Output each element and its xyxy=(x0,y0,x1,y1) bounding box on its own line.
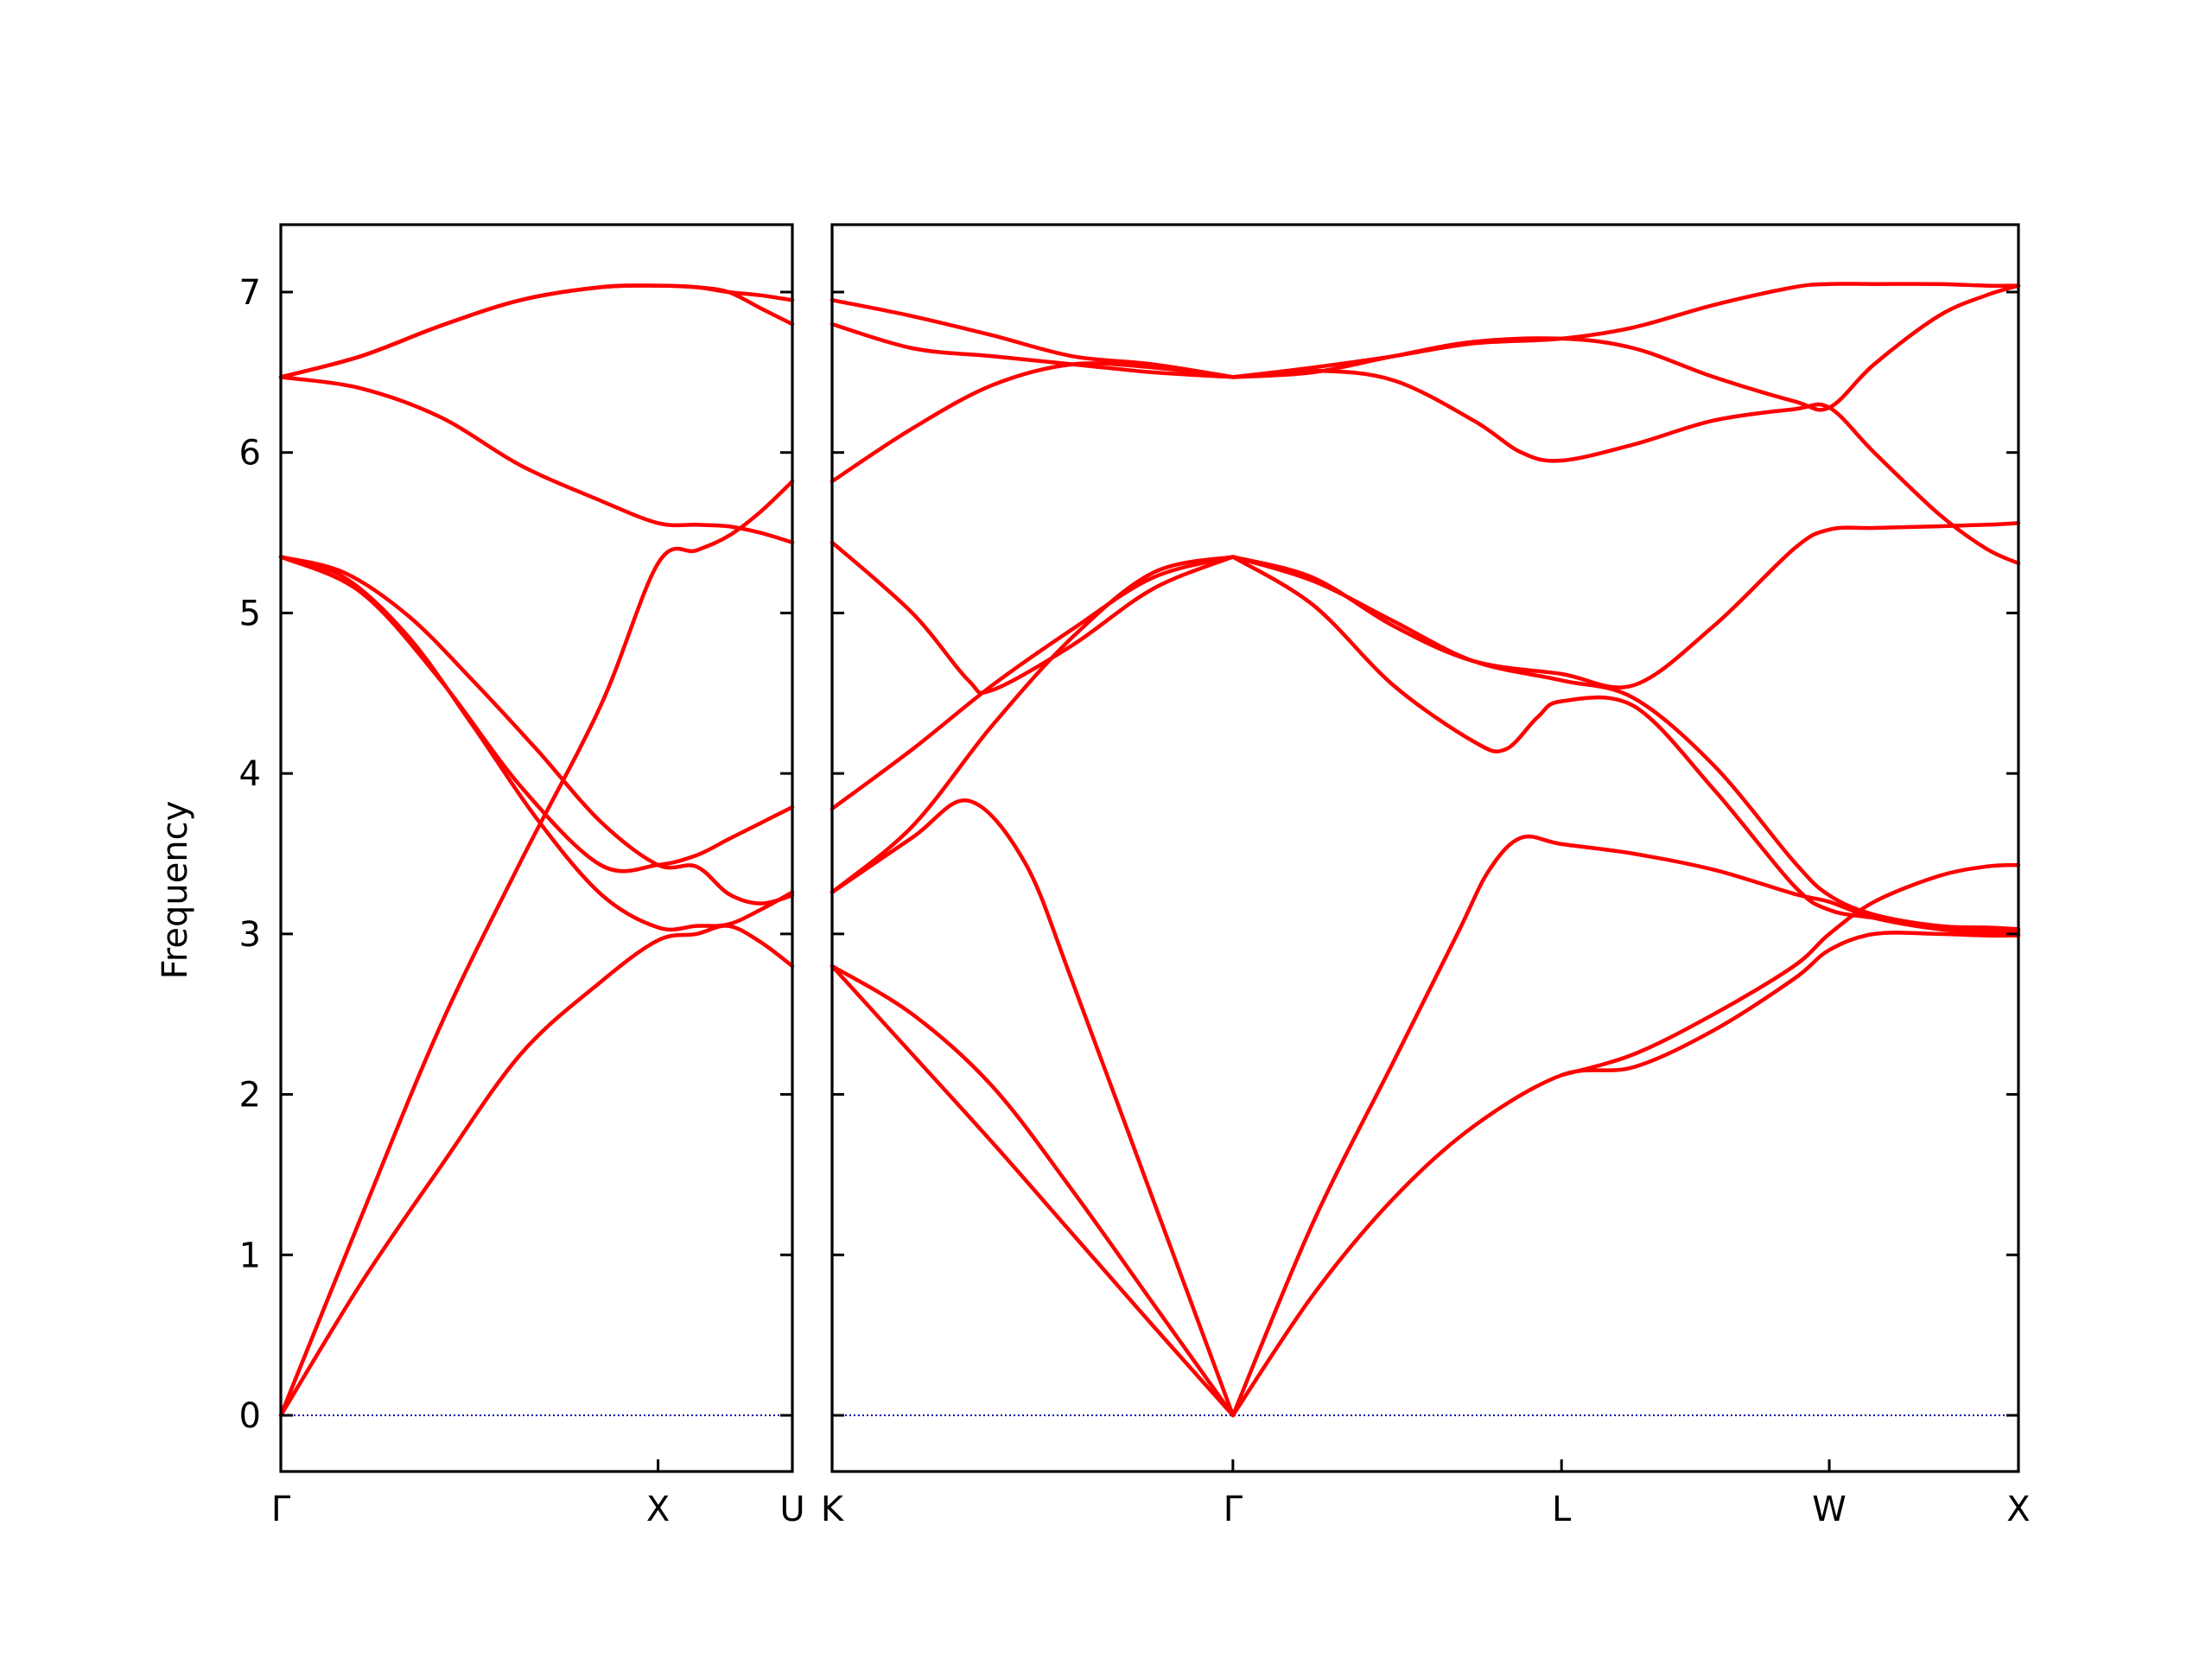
band-line-p2-12 xyxy=(1230,521,2021,690)
x-tick-label: X xyxy=(2006,1490,2030,1529)
band-line-p1-3 xyxy=(278,555,795,932)
tick-labels-layer: Γ X U 0 1 2 3 4 5 6 7 K Γ L W X xyxy=(239,273,2031,1529)
x-tick-label: Γ xyxy=(1224,1490,1243,1529)
y-tick-label: 0 xyxy=(239,1396,261,1436)
band-line-p1-4 xyxy=(278,555,795,906)
band-line-p2-3 xyxy=(830,798,1236,1418)
band-line-p2-10 xyxy=(1230,555,2021,931)
band-line-p2-18 xyxy=(1230,282,2021,379)
band-line-p2-15 xyxy=(830,298,1236,379)
x-tick-label: W xyxy=(1812,1490,1847,1529)
x-tick-label: U xyxy=(779,1490,804,1529)
band-line-p1-5 xyxy=(278,555,795,874)
y-tick-label: 4 xyxy=(239,754,261,794)
x-tick-label: Γ xyxy=(271,1490,291,1529)
band-line-p2-1 xyxy=(830,963,1236,1418)
band-line-p1-6 xyxy=(278,375,795,544)
band-line-p2-17 xyxy=(1230,283,2021,412)
band-line-p1-7 xyxy=(278,283,795,379)
band-line-p2-7 xyxy=(830,555,1236,894)
panel-frames-layer xyxy=(279,223,2020,1473)
panel-frame-2 xyxy=(830,223,2020,1473)
y-tick-label: 1 xyxy=(239,1236,261,1275)
y-axis-label: Frequency xyxy=(156,801,195,980)
band-line-p2-2 xyxy=(830,963,1236,1418)
panel-frame-1 xyxy=(279,223,794,1473)
y-tick-label: 6 xyxy=(239,434,261,474)
band-line-p2-13 xyxy=(830,361,1236,484)
band-line-p2-14 xyxy=(830,321,1236,379)
band-line-p2-11 xyxy=(1230,555,2021,933)
x-tick-label: K xyxy=(821,1490,845,1529)
band-line-p2-9 xyxy=(830,540,1236,696)
y-tick-label: 5 xyxy=(239,594,261,633)
x-tick-label: X xyxy=(646,1490,670,1529)
band-line-p1-8 xyxy=(278,283,795,379)
band-line-p2-5 xyxy=(1230,931,2021,1418)
x-tick-label: L xyxy=(1552,1490,1572,1529)
bands-layer xyxy=(278,282,2021,1418)
band-line-p1-2 xyxy=(278,924,795,1418)
y-tick-label: 2 xyxy=(239,1076,261,1116)
band-line-p2-6 xyxy=(1559,862,2021,1077)
ticks-layer xyxy=(279,290,2020,1471)
band-line-p1-1 xyxy=(278,479,795,1418)
band-line-p2-8 xyxy=(830,555,1236,811)
y-tick-label: 7 xyxy=(239,273,261,313)
band-line-p2-16 xyxy=(1230,368,2021,566)
y-tick-label: 3 xyxy=(239,915,261,955)
